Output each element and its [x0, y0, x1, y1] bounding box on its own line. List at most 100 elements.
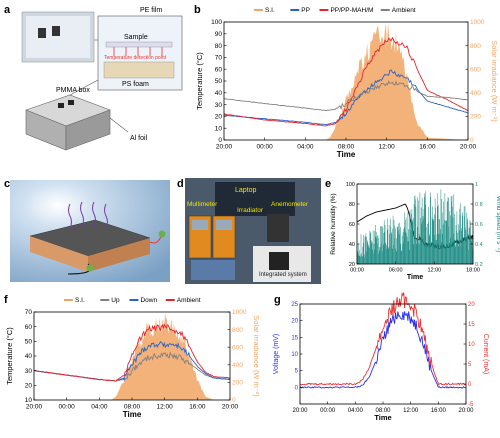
- x-tick-label: 06:00: [389, 268, 403, 274]
- legend-entry: Down: [140, 297, 157, 304]
- y2-tick-label: 600: [232, 344, 243, 351]
- y2-axis-label: Solar irradiance (W m⁻²): [252, 315, 261, 397]
- device-illustration: [10, 180, 170, 282]
- panel-d: d Laptop Multimeter Anemometer Irradiato…: [175, 176, 325, 286]
- y-tick-label: 10: [215, 125, 223, 132]
- series-ambient-line: [223, 80, 469, 112]
- label-multimeter: Multimeter: [187, 201, 218, 208]
- y-tick-label: 60: [25, 324, 33, 331]
- series-s-i--area: [34, 313, 230, 400]
- label-laptop: Laptop: [235, 187, 257, 194]
- y-tick-label: 20: [291, 319, 298, 325]
- x-tick-label: 12:00: [379, 144, 396, 151]
- x-tick-label: 20:00: [460, 144, 477, 151]
- y2-tick-label: -5: [468, 402, 474, 408]
- x-tick-label: 00:00: [257, 144, 274, 151]
- y-tick-label: 70: [215, 55, 223, 62]
- panel-e: e 00:00 06:00 12:00 18:00 20 40 60 80 100 0.2 0.4 0…: [325, 176, 500, 286]
- y-tick-label: 100: [211, 19, 222, 26]
- y2-axis-label: Solar irradiance (W m⁻²): [490, 40, 499, 122]
- label-ps-foam: PS foam: [122, 81, 149, 88]
- x-axis-label: Time: [123, 410, 142, 419]
- y-tick-label: 20: [25, 383, 33, 390]
- panel-c: c: [0, 176, 175, 286]
- x-tick-label: 00:00: [59, 404, 76, 411]
- y2-tick-label: 800: [232, 327, 243, 334]
- panel-label-c: c: [4, 178, 11, 190]
- panel-f: f 20:00 00:00 04:00 08:00 12:00 16:00 20:00 10 2…: [0, 290, 270, 433]
- x-tick-label: 16:00: [431, 408, 447, 414]
- y-tick-label: 80: [349, 202, 355, 208]
- x-tick-label: 12:00: [403, 408, 419, 414]
- y-tick-label: 20: [215, 114, 223, 121]
- y2-tick-label: 0: [470, 137, 474, 144]
- y-tick-label: 90: [215, 31, 223, 38]
- y-tick-label: 0: [295, 385, 299, 391]
- x-tick-label: 20:00: [216, 144, 233, 151]
- label-pe-film: PE film: [140, 7, 162, 14]
- y-tick-label: 40: [25, 353, 33, 360]
- y2-tick-label: 800: [470, 43, 481, 50]
- panel-g: g 20:00 00:00 04:00 08:00 12:00 16:00 20:00 0 5 1…: [270, 290, 500, 433]
- legend-entry: Ambient: [177, 297, 201, 304]
- y2-tick-label: 1: [475, 182, 478, 188]
- y-axis-label: Temperature (°C): [5, 327, 14, 385]
- x-tick-label: 16:00: [419, 144, 436, 151]
- y2-axis-label: Wind speed (m s⁻¹): [495, 196, 500, 253]
- chart-g: 20:00 00:00 04:00 08:00 12:00 16:00 20:00 0 5 10 1…: [273, 291, 489, 422]
- label-integrated-system: Integrated system: [259, 272, 307, 278]
- series-current-line: [299, 291, 467, 386]
- label-irradiator: Irradiator: [237, 207, 264, 214]
- series-pp-pp-mah-m-line: [223, 36, 469, 127]
- x-tick-label: 12:00: [427, 268, 441, 274]
- positive-terminal-icon: [158, 230, 166, 238]
- y-tick-label: 10: [291, 352, 298, 358]
- y2-tick-label: 20: [468, 302, 475, 308]
- y-tick-label: 50: [25, 339, 33, 346]
- x-tick-label: 20:00: [222, 404, 239, 411]
- x-axis-label: Time: [407, 274, 423, 281]
- y2-tick-label: 15: [468, 322, 475, 328]
- y2-tick-label: 400: [470, 90, 481, 97]
- x-tick-label: 12:00: [157, 404, 174, 411]
- panel-label-f: f: [4, 294, 8, 306]
- chart-e: 00:00 06:00 12:00 18:00 20 40 60 80 100 0.2 0.4 0.6…: [330, 182, 500, 281]
- y-tick-label: 40: [215, 90, 223, 97]
- y2-axis-label: Current (mA): [482, 334, 489, 374]
- x-tick-label: 04:00: [91, 404, 108, 411]
- y2-tick-label: 200: [232, 380, 243, 387]
- chart-f: 20:00 00:00 04:00 08:00 12:00 16:00 20:0010203…: [5, 297, 261, 419]
- x-tick-label: 08:00: [338, 144, 355, 151]
- x-axis-label: Time: [374, 413, 391, 422]
- legend-entry: PP: [301, 7, 310, 14]
- panel-label-e: e: [325, 178, 332, 190]
- panel-b: b 20:00 00:00 04:00 08:00 12:00 16:00 20:00 0 10…: [190, 0, 500, 170]
- x-tick-label: 16:00: [189, 404, 206, 411]
- y-tick-label: 30: [25, 368, 33, 375]
- y2-tick-label: 200: [470, 114, 481, 121]
- y-tick-label: 15: [291, 335, 298, 341]
- negative-terminal-icon: [86, 264, 94, 272]
- y2-tick-label: 0: [232, 397, 236, 404]
- series-wind-speed-line: [356, 189, 474, 264]
- y-tick-label: 10: [25, 397, 33, 404]
- panel-label-d: d: [177, 178, 184, 190]
- y-tick-label: 25: [291, 302, 298, 308]
- label-temp-point: Temperature detection point: [104, 55, 167, 61]
- x-tick-label: 20:00: [26, 404, 43, 411]
- setup-schematic: PE film Sample Temperature detection poi…: [21, 7, 183, 151]
- y2-tick-label: 0.2: [475, 262, 483, 268]
- legend-entry: S.I.: [265, 7, 275, 14]
- y-tick-label: 70: [25, 309, 33, 316]
- y-tick-label: 100: [346, 182, 355, 188]
- label-al-foil: Al foil: [130, 135, 148, 142]
- panel-label-b: b: [194, 4, 201, 16]
- equipment-photo: Laptop Multimeter Anemometer Irradiator …: [185, 178, 321, 284]
- y-axis-label: Temperature (°C): [195, 52, 204, 110]
- x-tick-label: 20:00: [458, 408, 474, 414]
- y-tick-label: 30: [215, 102, 223, 109]
- y2-tick-label: 0.6: [475, 222, 483, 228]
- series-ambient-line: [33, 323, 231, 382]
- y-tick-label: 60: [215, 66, 223, 73]
- series-s-i--area: [224, 22, 468, 140]
